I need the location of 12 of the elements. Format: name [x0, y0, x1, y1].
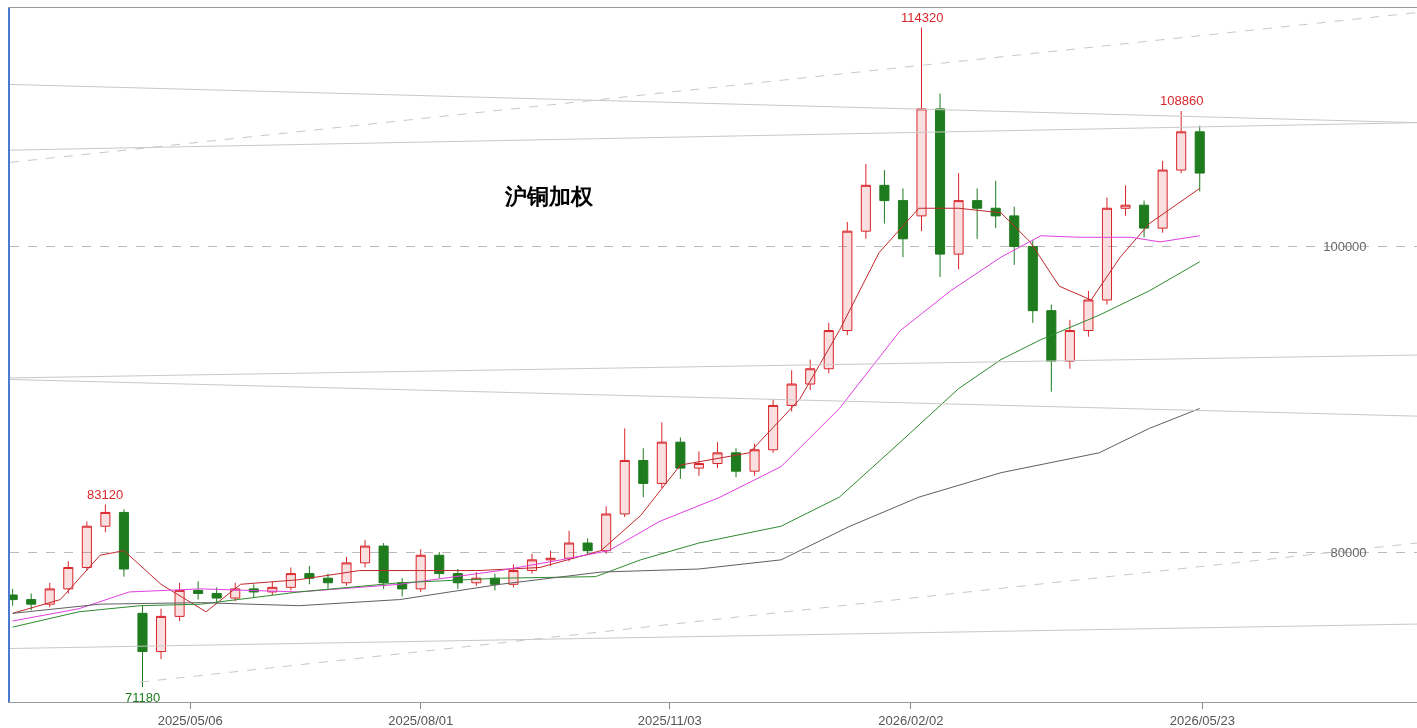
annotation: 114320: [901, 10, 944, 25]
annotation: 83120: [87, 487, 124, 502]
y-tick-label: 100000: [1323, 239, 1367, 255]
text: 沪铜加权: [504, 184, 594, 209]
annotation: 71180: [125, 690, 161, 705]
y-tick-label: 80000: [1330, 544, 1367, 560]
x-tick-label: 2026/02/02: [878, 712, 944, 728]
annotation: 108860: [1160, 93, 1204, 108]
x-tick-label: 2025/11/03: [637, 712, 702, 728]
x-tick-label: 2025/05/06: [157, 712, 223, 728]
x-tick-label: 2025/08/01: [388, 712, 454, 728]
x-tick-label: 2026/05/23: [1169, 712, 1235, 728]
